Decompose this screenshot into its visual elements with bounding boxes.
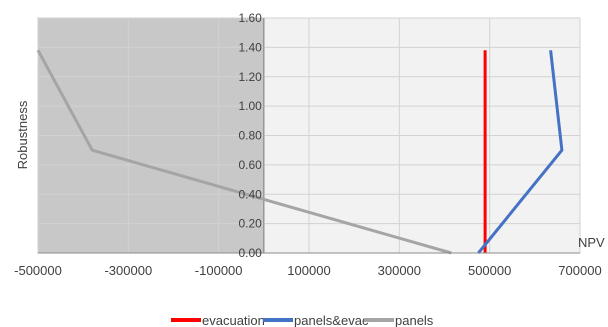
y-tick-label: 0.00 bbox=[238, 246, 262, 260]
x-tick-labels: -500000 -300000 -100000 100000 300000 500000 7… bbox=[14, 263, 602, 278]
x-tick-label: 700000 bbox=[558, 263, 601, 278]
gridlines bbox=[37, 17, 581, 254]
y-tick-label: 1.60 bbox=[238, 11, 262, 25]
legend-label-panels&evac: panels&evac bbox=[294, 313, 369, 327]
y-tick-label: 0.40 bbox=[238, 187, 262, 201]
x-tick-label: 300000 bbox=[378, 263, 421, 278]
legend: evacuation panels&evac panels bbox=[171, 313, 434, 327]
series-line-panels bbox=[36, 49, 452, 255]
y-tick-label: 0.80 bbox=[238, 129, 262, 143]
y-tick-label: 0.20 bbox=[238, 217, 262, 231]
y-tick-label: 1.40 bbox=[238, 40, 262, 54]
legend-label-evacuation: evacuation bbox=[202, 313, 265, 327]
y-axis-label: Robustness bbox=[15, 100, 30, 169]
y-tick-label: 0.60 bbox=[238, 158, 262, 172]
x-axis-label: NPV bbox=[578, 235, 605, 250]
y-tick-label: 1.00 bbox=[238, 99, 262, 113]
x-tick-label: -100000 bbox=[195, 263, 243, 278]
x-tick-label: 500000 bbox=[468, 263, 511, 278]
x-tick-label: -300000 bbox=[104, 263, 152, 278]
legend-label-panels: panels bbox=[395, 313, 434, 327]
series-line-panels&evac bbox=[477, 50, 564, 254]
x-tick-label: 100000 bbox=[287, 263, 330, 278]
x-tick-label: -500000 bbox=[14, 263, 62, 278]
series-lines bbox=[36, 49, 564, 255]
y-tick-label: 1.20 bbox=[238, 70, 262, 84]
y-tick-labels: 0.00 0.20 0.40 0.60 0.80 1.00 1.20 1.40 1.60 bbox=[238, 11, 262, 260]
